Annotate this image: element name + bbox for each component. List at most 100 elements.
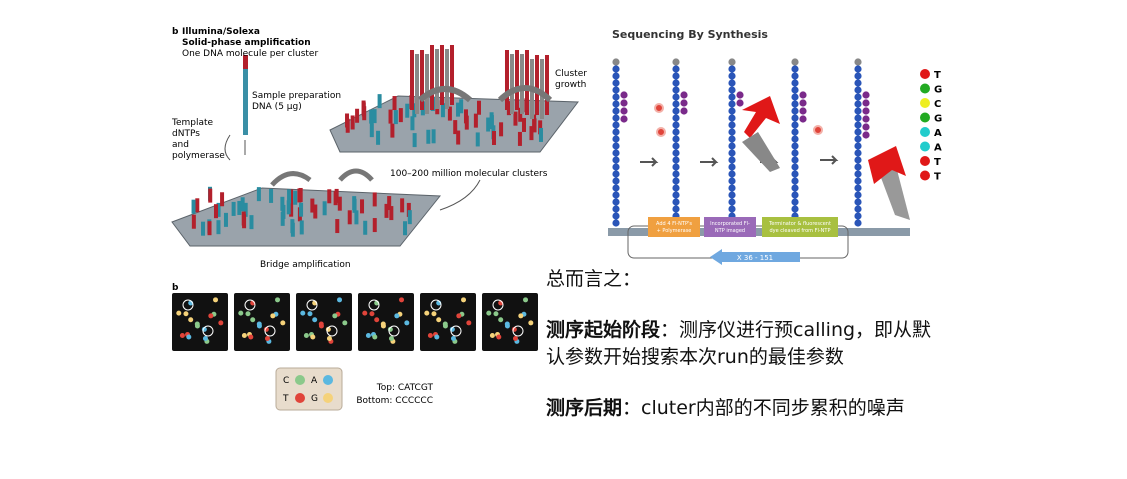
figure-note: One DNA molecule per cluster xyxy=(182,49,318,59)
nucleotide xyxy=(736,91,744,99)
bead xyxy=(791,170,799,178)
nucleotide xyxy=(680,91,688,99)
cluster-images xyxy=(172,293,538,351)
summary-point: 测序后期：cluter内部的不同步累积的噪声 xyxy=(546,395,936,422)
post xyxy=(286,200,291,215)
highlight xyxy=(264,325,276,337)
cluster-post xyxy=(505,50,509,110)
cluster-dot xyxy=(369,311,375,317)
post xyxy=(243,202,248,217)
base-letter: G xyxy=(934,85,942,96)
cluster-dot xyxy=(342,320,348,326)
bead xyxy=(612,142,620,150)
post xyxy=(517,131,522,146)
cluster-dot xyxy=(498,317,504,323)
highlight xyxy=(182,299,194,311)
free-ntp xyxy=(654,103,664,113)
bead xyxy=(791,79,799,87)
bead xyxy=(854,65,862,73)
post xyxy=(372,109,377,124)
bead xyxy=(672,205,680,213)
highlight xyxy=(450,325,462,337)
cluster-dot xyxy=(256,321,262,327)
post xyxy=(476,100,481,115)
bead xyxy=(854,219,862,227)
post xyxy=(403,221,408,236)
post xyxy=(333,191,338,206)
summary-point: 测序起始阶段：测序仪进行预calling，即从默认参数开始搜索本次run的最佳参… xyxy=(546,317,936,371)
dna-end xyxy=(243,55,248,69)
base-dot xyxy=(920,112,930,123)
base-letter: A xyxy=(934,143,942,154)
cluster-post xyxy=(445,49,449,109)
bead xyxy=(854,86,862,94)
bead xyxy=(728,149,736,157)
bead xyxy=(672,72,680,80)
tile xyxy=(234,293,290,351)
posts xyxy=(191,45,549,237)
tile xyxy=(358,293,414,351)
cluster-dot xyxy=(372,334,378,340)
base-letter: T xyxy=(282,394,289,404)
step-arrow xyxy=(700,157,719,167)
cluster-dot xyxy=(489,332,495,338)
post xyxy=(426,129,431,144)
bead xyxy=(854,156,862,164)
summary-heading: 总而言之： xyxy=(546,268,642,290)
cluster-dot xyxy=(270,313,276,319)
post xyxy=(242,214,247,229)
nucleotide xyxy=(736,99,744,107)
panel-label: b xyxy=(172,283,179,293)
cluster-dot xyxy=(388,335,394,341)
bead xyxy=(854,142,862,150)
bead xyxy=(854,107,862,115)
bead xyxy=(612,114,620,122)
post xyxy=(447,106,452,121)
bead xyxy=(854,212,862,220)
post xyxy=(499,122,504,137)
cluster-dot xyxy=(456,313,462,319)
base-letter: T xyxy=(934,172,941,183)
light-arrow xyxy=(742,132,780,172)
bead xyxy=(728,128,736,136)
bead xyxy=(728,198,736,206)
bead xyxy=(854,205,862,213)
bead xyxy=(854,100,862,108)
post xyxy=(327,189,332,204)
bead xyxy=(791,65,799,73)
bead xyxy=(854,198,862,206)
bead xyxy=(728,177,736,185)
base-letter: T xyxy=(934,70,941,81)
base-letter: C xyxy=(283,376,289,386)
bead xyxy=(854,170,862,178)
base-dot xyxy=(920,156,930,166)
bead xyxy=(854,121,862,129)
cluster-dot xyxy=(424,310,430,316)
base-dot xyxy=(920,141,930,152)
post xyxy=(372,192,377,207)
post xyxy=(207,221,212,236)
post xyxy=(191,199,196,214)
free-ntp xyxy=(656,127,666,137)
cluster-dot xyxy=(528,320,534,326)
free-ntp xyxy=(813,125,823,135)
post xyxy=(335,219,340,234)
cluster-dot xyxy=(442,321,448,327)
cluster-dot xyxy=(404,320,410,326)
flow-cell-base xyxy=(608,228,910,236)
nucleotide xyxy=(680,107,688,115)
bead xyxy=(612,86,620,94)
post xyxy=(538,127,543,142)
post xyxy=(256,187,261,202)
base-dot xyxy=(295,375,305,385)
figure-title: Sequencing By Synthesis xyxy=(612,28,768,41)
bead xyxy=(672,58,680,66)
cluster-post xyxy=(535,55,539,115)
reagent-label: polymerase xyxy=(172,151,225,161)
cluster-post xyxy=(450,45,454,105)
point-term: 测序起始阶段 xyxy=(546,319,661,341)
cluster-dot xyxy=(512,335,518,341)
cluster-post xyxy=(510,54,514,114)
bottom-read: Bottom: CCCCCC xyxy=(356,396,433,406)
cluster-dot xyxy=(326,335,332,341)
